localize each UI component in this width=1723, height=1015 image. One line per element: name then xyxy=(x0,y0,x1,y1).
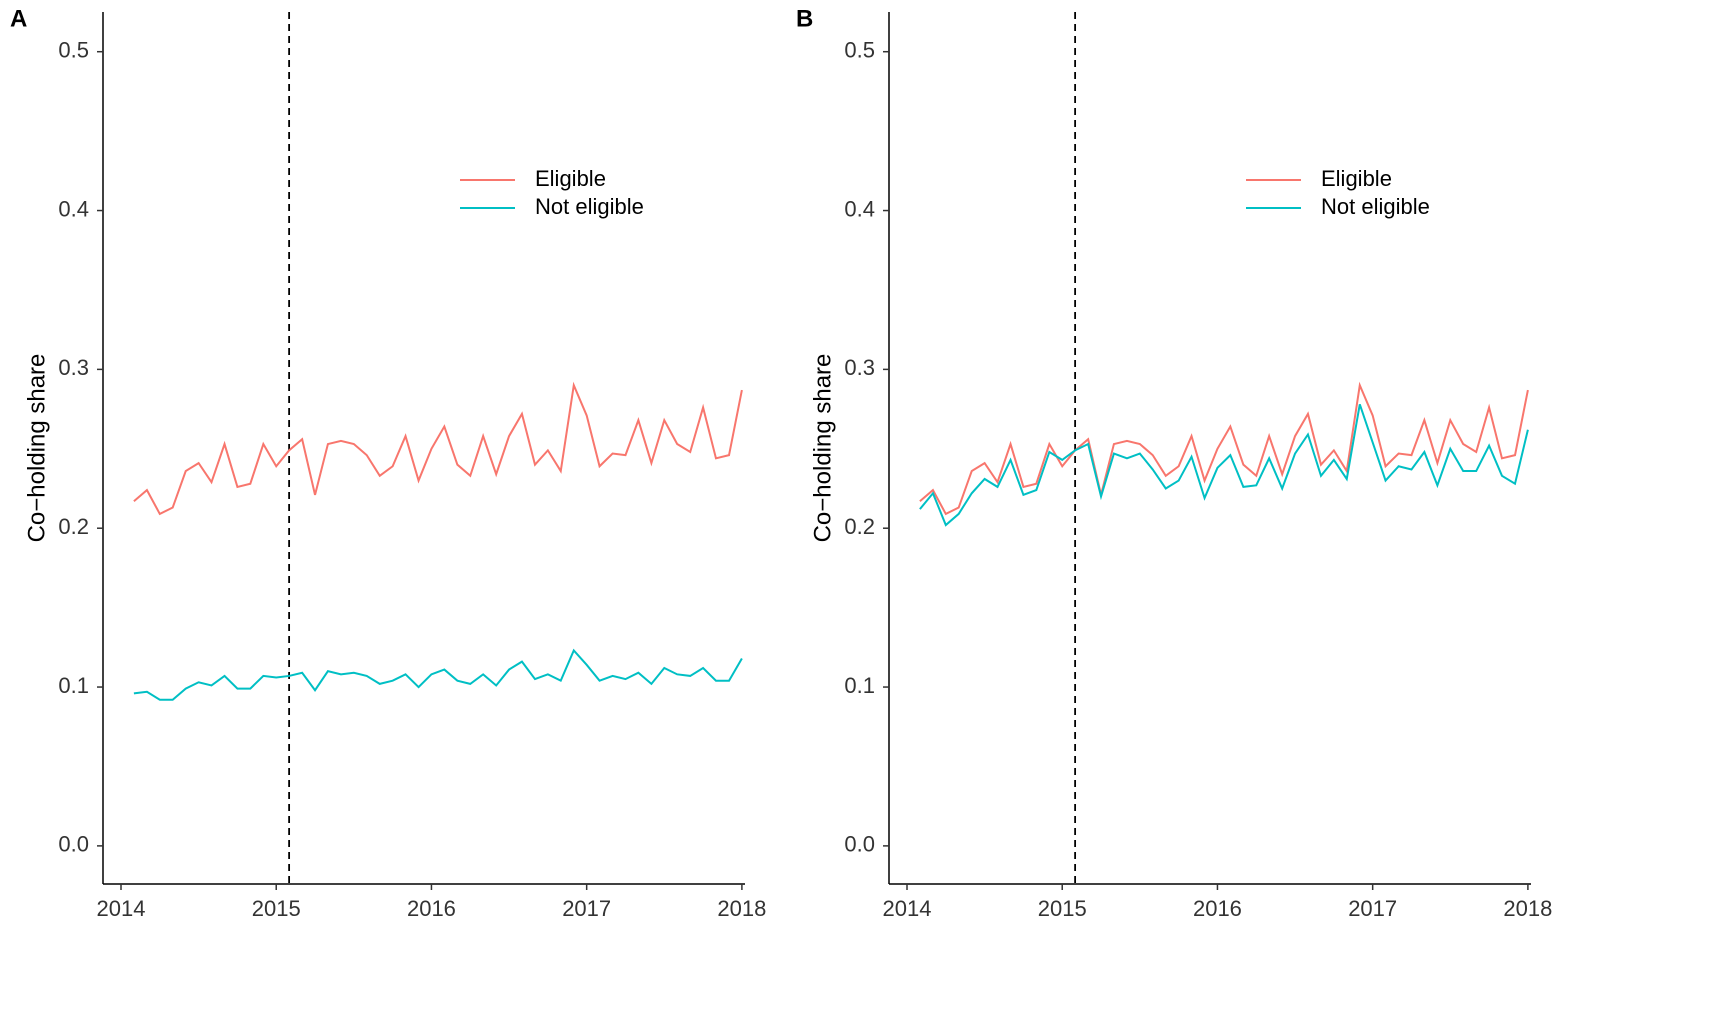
y-tick-label: 0.0 xyxy=(58,832,89,857)
y-tick-label: 0.1 xyxy=(58,673,89,698)
legend-label: Eligible xyxy=(1321,166,1392,191)
y-tick-label: 0.1 xyxy=(844,673,875,698)
panel: A 0.0 0.1 0.2 0.3 0.4 0.5 2014 2015 2016 2017 2018 C… xyxy=(10,5,766,920)
x-tick-label: 2017 xyxy=(562,896,611,921)
y-tick-label: 0.2 xyxy=(58,514,89,539)
x-tick-label: 2016 xyxy=(1193,896,1242,921)
y-tick-label: 0.3 xyxy=(844,355,875,380)
panel: B 0.0 0.1 0.2 0.3 0.4 0.5 2014 2015 2016 2017 2018 C… xyxy=(796,5,1552,920)
y-tick-label: 0.2 xyxy=(844,514,875,539)
x-tick-label: 2018 xyxy=(1503,896,1552,921)
x-tick-label: 2014 xyxy=(97,896,146,921)
legend-label: Not eligible xyxy=(535,194,644,219)
y-tick-label: 0.4 xyxy=(844,196,875,221)
x-tick-label: 2018 xyxy=(717,896,766,921)
x-tick-label: 2016 xyxy=(407,896,456,921)
series-line xyxy=(133,381,743,516)
series-line xyxy=(919,381,1529,516)
series-line xyxy=(133,648,743,701)
panel-label: A xyxy=(10,5,27,32)
x-tick-label: 2015 xyxy=(1038,896,1087,921)
legend-label: Eligible xyxy=(535,166,606,191)
y-axis-label: Co−holding share xyxy=(809,354,836,543)
y-tick-label: 0.0 xyxy=(844,832,875,857)
legend-label: Not eligible xyxy=(1321,194,1430,219)
y-tick-label: 0.4 xyxy=(58,196,89,221)
y-tick-label: 0.5 xyxy=(58,38,89,63)
x-tick-label: 2014 xyxy=(883,896,932,921)
x-tick-label: 2017 xyxy=(1348,896,1397,921)
y-axis-label: Co−holding share xyxy=(23,354,50,543)
y-tick-label: 0.3 xyxy=(58,355,89,380)
series-line xyxy=(919,403,1529,527)
y-tick-label: 0.5 xyxy=(844,38,875,63)
x-tick-label: 2015 xyxy=(252,896,301,921)
panel-label: B xyxy=(796,5,813,32)
